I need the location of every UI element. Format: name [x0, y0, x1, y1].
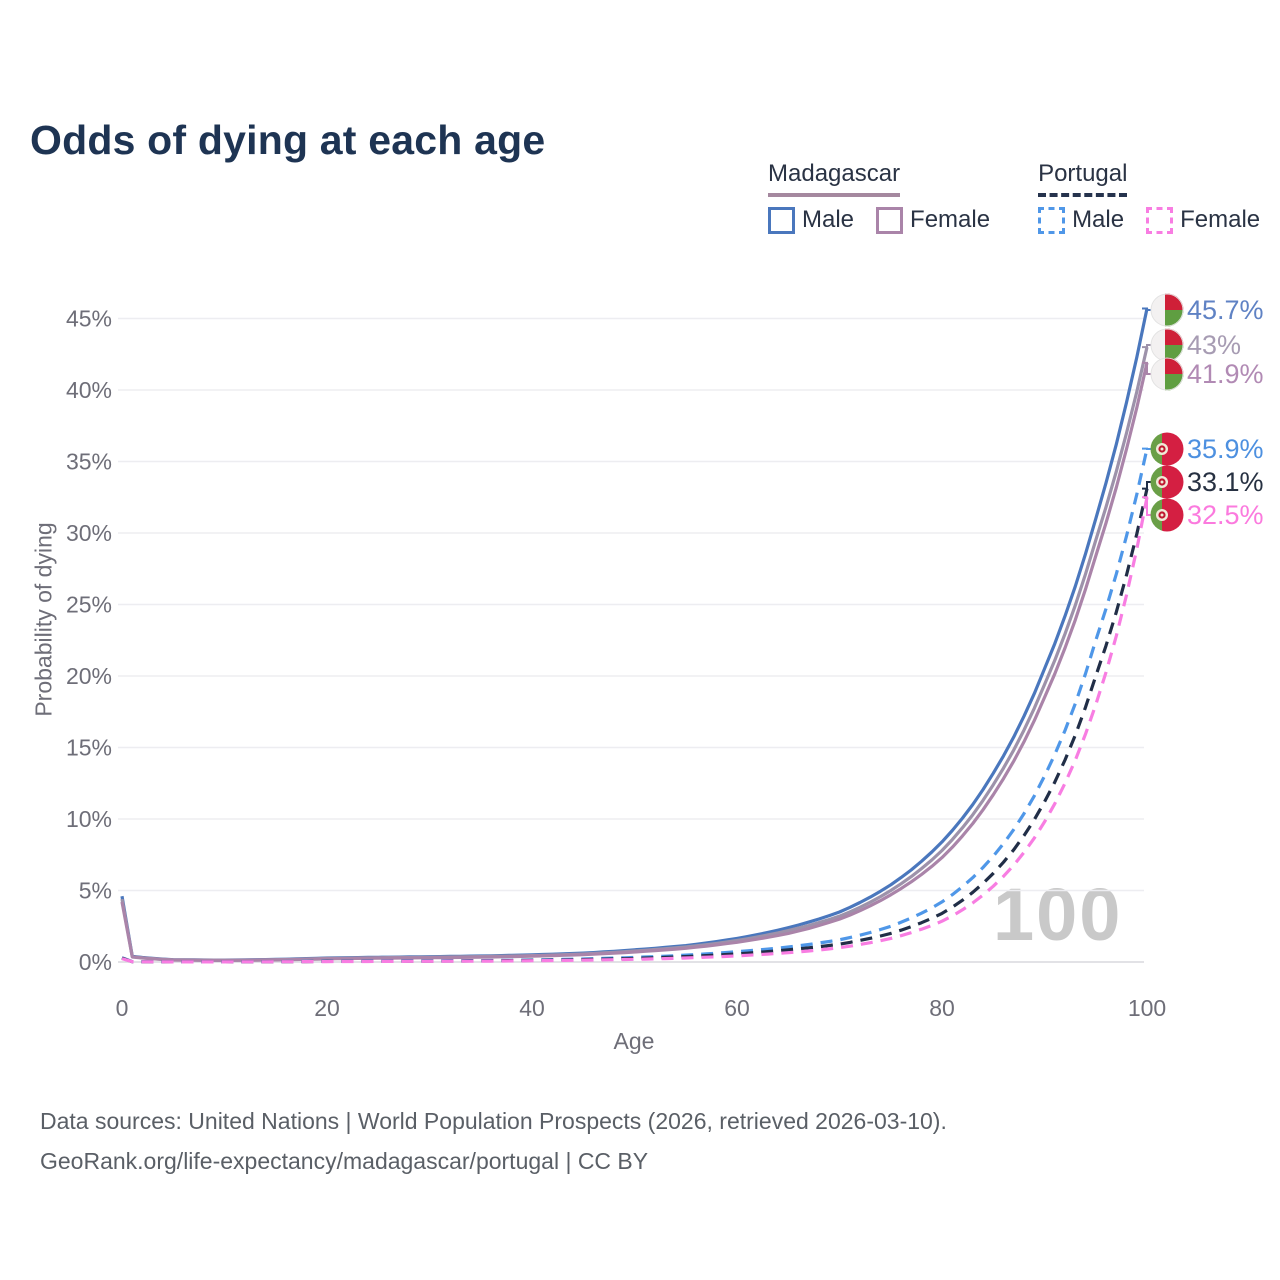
portugal-female-end-label: 32.5% — [1187, 500, 1264, 530]
legend-label: Female — [910, 206, 991, 233]
portugal-male-swatch-icon — [1038, 206, 1066, 234]
y-tick-label: 45% — [66, 306, 112, 332]
x-axis-title: Age — [613, 1028, 655, 1054]
x-tick-label: 100 — [1128, 995, 1166, 1021]
label-connector — [1142, 481, 1151, 490]
gridlines — [118, 317, 1144, 963]
y-tick-label: 15% — [66, 735, 112, 761]
y-tick-label: 35% — [66, 449, 112, 475]
madagascar-flag-icon — [1150, 357, 1184, 391]
madagascar-female-swatch-icon — [876, 206, 904, 234]
page-title: Odds of dying at each age — [30, 117, 546, 164]
x-tick-label: 20 — [314, 995, 340, 1021]
legend-item-madagascar-female: Female — [876, 206, 990, 234]
y-tick-label: 5% — [79, 878, 112, 904]
y-tick-label: 10% — [66, 806, 112, 832]
portugal-flag-icon — [1150, 465, 1184, 499]
legend-label: Female — [1180, 206, 1261, 233]
madagascar-male-swatch-icon — [768, 206, 795, 234]
y-tick-label: 40% — [66, 377, 112, 403]
legend: Madagascar Male Female Portugal Male Fem… — [768, 160, 1260, 234]
madagascar-male-line — [120, 308, 1149, 962]
legend-item-portugal-male: Male — [1038, 206, 1124, 234]
legend-label: Male — [1072, 206, 1125, 233]
label-connector — [1142, 344, 1151, 349]
legend-group-madagascar: Madagascar Male Female — [768, 160, 990, 234]
y-tick-label: 30% — [66, 520, 112, 546]
y-tick-label: 20% — [66, 663, 112, 689]
x-tick-labels: 0 20 40 60 80 100 — [116, 995, 1167, 1021]
y-tick-labels: 0% 5% 10% 15% 20% 25% 30% 35% 40% 45% — [66, 306, 112, 976]
legend-group-portugal: Portugal Male Female — [1038, 160, 1260, 234]
legend-label: Male — [802, 206, 855, 233]
madagascar-both-end-label: 43% — [1187, 330, 1241, 360]
label-connector — [1142, 307, 1151, 311]
legend-country-portugal: Portugal — [1038, 160, 1128, 197]
portugal-flag-icon — [1150, 498, 1184, 532]
data-sources-note: Data sources: United Nations | World Pop… — [40, 1108, 947, 1134]
madagascar-female-line — [120, 362, 1149, 962]
y-tick-label: 0% — [79, 949, 112, 975]
x-tick-label: 40 — [519, 995, 545, 1021]
portugal-both-end-label: 33.1% — [1187, 467, 1264, 497]
x-tick-label: 80 — [929, 995, 955, 1021]
label-connector — [1142, 496, 1151, 516]
y-axis-title: Probability of dying — [30, 522, 57, 717]
legend-item-portugal-female: Female — [1146, 206, 1260, 234]
label-connector — [1142, 361, 1151, 375]
madagascar-flag-icon — [1150, 328, 1184, 362]
legend-item-madagascar-male: Male — [768, 206, 854, 234]
madagascar-both-line — [120, 346, 1149, 962]
madagascar-female-end-label: 41.9% — [1187, 359, 1264, 389]
portugal-male-end-label: 35.9% — [1187, 434, 1264, 464]
portugal-female-swatch-icon — [1146, 206, 1174, 234]
x-tick-label: 0 — [116, 995, 129, 1021]
madagascar-flag-icon — [1150, 293, 1184, 327]
legend-country-madagascar: Madagascar — [768, 160, 901, 197]
portugal-flag-icon — [1150, 432, 1184, 466]
watermark-age-100: 100 — [993, 873, 1123, 956]
portugal-female-line — [121, 496, 1149, 964]
y-tick-label: 25% — [66, 592, 112, 618]
attribution-note: GeoRank.org/life-expectancy/madagascar/p… — [40, 1148, 649, 1174]
madagascar-male-end-label: 45.7% — [1187, 295, 1264, 325]
x-tick-label: 60 — [724, 995, 750, 1021]
